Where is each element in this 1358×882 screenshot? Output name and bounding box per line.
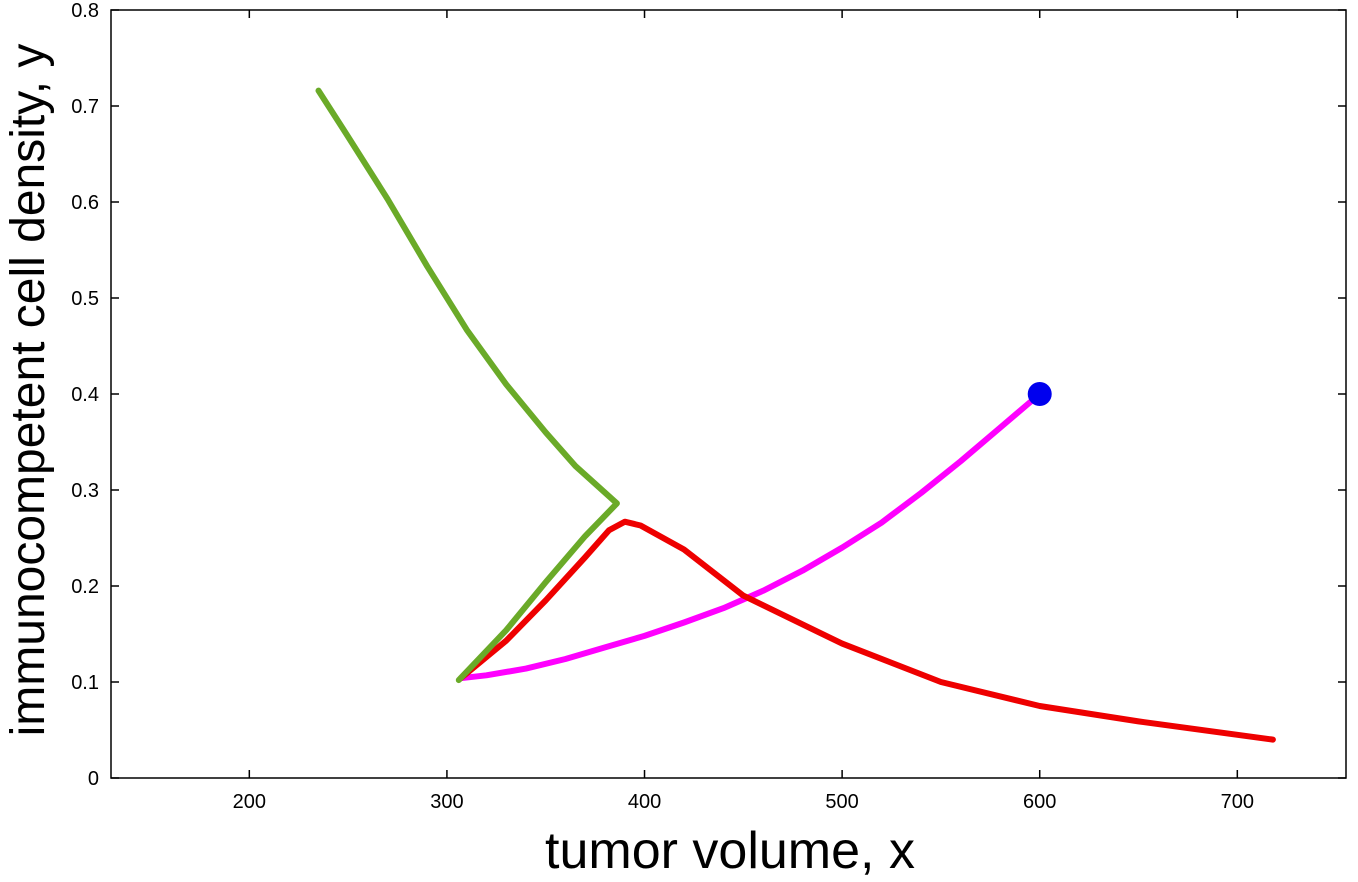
marker-layer: [1027, 382, 1052, 406]
x-tick-label: 200: [233, 791, 266, 813]
series-layer: [315, 87, 1276, 743]
y-tick-label: 0.6: [71, 192, 99, 214]
plot-frame: [110, 9, 1347, 779]
x-tick-label: 600: [1023, 791, 1056, 813]
y-tick-label: 0: [88, 768, 99, 790]
x-tick-label: 300: [430, 791, 463, 813]
x-axis-label: tumor volume, x: [545, 822, 915, 880]
start-point-marker: [1027, 382, 1052, 406]
series-line-1: [457, 391, 1043, 682]
tick-layer: 200 300 400 500 600 700 0 0.1 0.2 0.3 0.4 0.5 0.6 0.7…: [71, 0, 1346, 813]
y-tick-label: 0.1: [71, 672, 99, 694]
y-tick-label: 0.5: [71, 288, 99, 310]
y-tick-label: 0.3: [71, 480, 99, 502]
y-tick-label: 0.4: [71, 384, 99, 406]
x-tick-label: 400: [628, 791, 661, 813]
y-tick-label: 0.7: [71, 96, 99, 118]
series-line-2: [457, 518, 1276, 743]
x-tick-label: 500: [825, 791, 858, 813]
series-line-3: [315, 87, 620, 684]
y-tick-label: 0.2: [71, 576, 99, 598]
y-axis-label: immunocompetent cell density, y: [2, 44, 55, 737]
x-tick-label: 700: [1221, 791, 1254, 813]
plot-area: [110, 9, 1347, 779]
y-tick-label: 0.8: [71, 0, 99, 22]
